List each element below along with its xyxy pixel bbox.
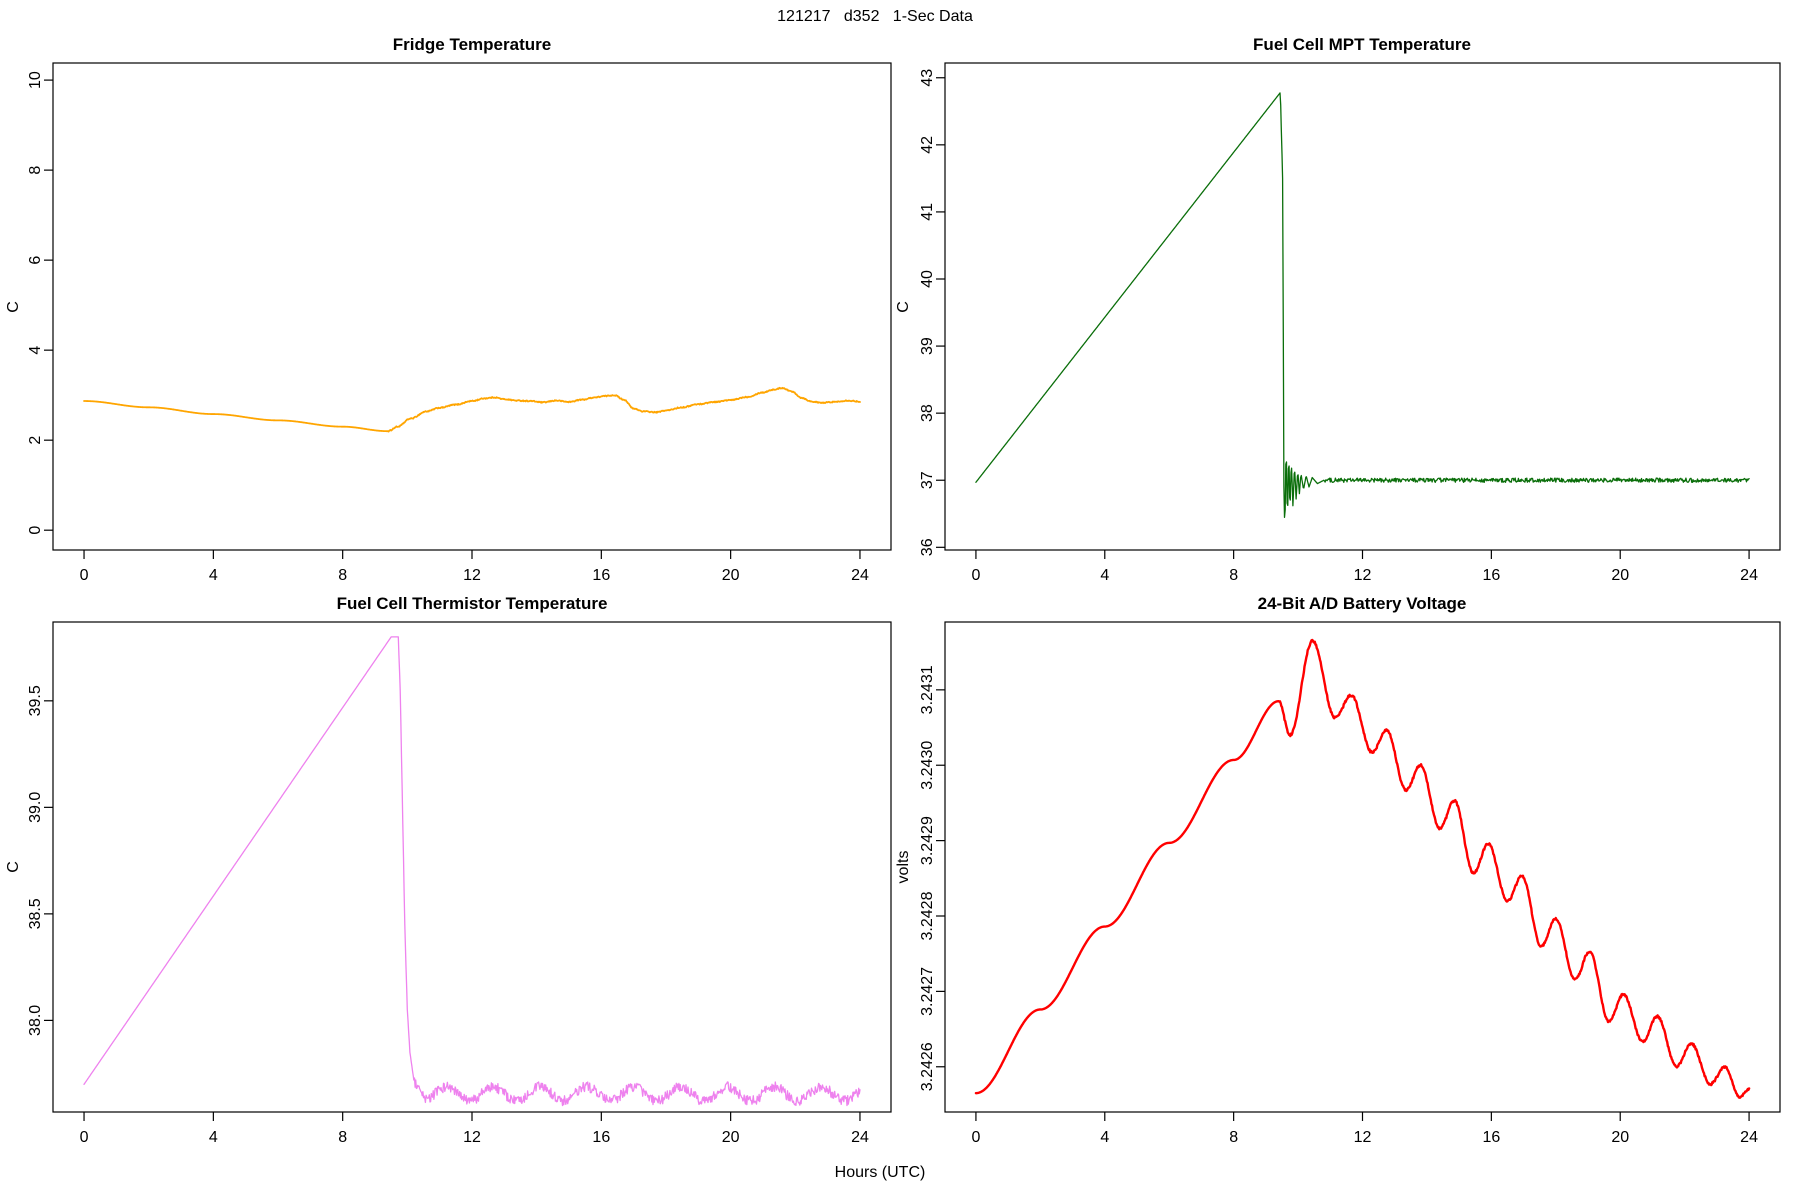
fridge-x-tick-label: 24 xyxy=(851,567,869,584)
panel-mpt: 0 4 8 12 16 20 24 36 37 38 39 40 41 42 43 xyxy=(919,62,1781,584)
thermistor-y-tick-label: 39.5 xyxy=(27,685,44,716)
panel-title-fridge: Fridge Temperature xyxy=(393,35,551,54)
battery-x-tick-label: 12 xyxy=(1354,1129,1372,1146)
fridge-y-tick-label: 2 xyxy=(27,436,44,445)
battery-x-tick-label: 0 xyxy=(971,1129,980,1146)
y-axis-label-mpt: C xyxy=(895,301,912,313)
thermistor-y-tick-label: 39.0 xyxy=(27,792,44,823)
battery-x-tick-label: 16 xyxy=(1482,1129,1500,1146)
mpt-y-tick-label: 40 xyxy=(919,270,936,288)
battery-x-tick-label: 20 xyxy=(1611,1129,1629,1146)
series-mpt xyxy=(975,92,1750,518)
x-axis-label: Hours (UTC) xyxy=(835,1164,926,1181)
mpt-x-tick-label: 12 xyxy=(1354,567,1372,584)
thermistor-x-tick-label: 16 xyxy=(592,1129,610,1146)
battery-y-tick-label: 3.2431 xyxy=(919,665,936,714)
battery-x-tick-label: 24 xyxy=(1740,1129,1758,1146)
thermistor-plot-box xyxy=(52,621,892,1113)
fridge-y-tick-label: 10 xyxy=(27,71,44,89)
thermistor-x-tick-label: 8 xyxy=(338,1129,347,1146)
series-battery xyxy=(974,638,1751,1099)
y-axis-label-fridge: C xyxy=(5,301,22,313)
fridge-x-tick-label: 16 xyxy=(592,567,610,584)
mpt-x-tick-label: 16 xyxy=(1482,567,1500,584)
panel-title-thermistor: Fuel Cell Thermistor Temperature xyxy=(337,594,608,613)
thermistor-x-tick-label: 24 xyxy=(851,1129,869,1146)
battery-y-tick-label: 3.2427 xyxy=(919,967,936,1016)
panel-title-mpt: Fuel Cell MPT Temperature xyxy=(1253,35,1471,54)
battery-y-tick-label: 3.2429 xyxy=(919,816,936,865)
series-thermistor xyxy=(83,636,861,1107)
battery-plot-box xyxy=(944,621,1781,1113)
mpt-x-tick-label: 4 xyxy=(1100,567,1109,584)
battery-x-tick-label: 8 xyxy=(1229,1129,1238,1146)
mpt-y-tick-label: 43 xyxy=(919,69,936,87)
fridge-y-tick-label: 4 xyxy=(27,346,44,355)
thermistor-x-tick-label: 20 xyxy=(722,1129,740,1146)
mpt-y-tick-label: 42 xyxy=(919,136,936,154)
battery-y-tick-label: 3.2428 xyxy=(919,891,936,940)
mpt-x-tick-label: 24 xyxy=(1740,567,1758,584)
thermistor-x-tick-label: 0 xyxy=(80,1129,89,1146)
fridge-x-tick-label: 20 xyxy=(722,567,740,584)
series-fridge xyxy=(83,386,861,433)
mpt-y-tick-label: 41 xyxy=(919,203,936,221)
figure-title: 121217 d352 1-Sec Data xyxy=(777,8,973,25)
panel-title-battery: 24-Bit A/D Battery Voltage xyxy=(1258,594,1467,613)
battery-y-tick-label: 3.2430 xyxy=(919,741,936,790)
mpt-x-tick-label: 20 xyxy=(1611,567,1629,584)
battery-y-tick-label: 3.2426 xyxy=(919,1042,936,1091)
mpt-y-tick-label: 36 xyxy=(919,538,936,556)
thermistor-x-tick-label: 12 xyxy=(463,1129,481,1146)
panel-thermistor: 0 4 8 12 16 20 24 38.0 38.5 39.0 39.5 xyxy=(27,621,892,1146)
battery-x-tick-label: 4 xyxy=(1100,1129,1109,1146)
fridge-x-tick-label: 8 xyxy=(338,567,347,584)
mpt-y-tick-label: 39 xyxy=(919,337,936,355)
mpt-x-tick-label: 8 xyxy=(1229,567,1238,584)
thermistor-x-tick-label: 4 xyxy=(209,1129,218,1146)
fridge-y-tick-label: 0 xyxy=(27,526,44,535)
fridge-x-tick-label: 12 xyxy=(463,567,481,584)
y-axis-label-thermistor: C xyxy=(5,861,22,873)
fridge-plot-box xyxy=(52,62,892,551)
fridge-y-tick-label: 8 xyxy=(27,166,44,175)
thermistor-y-tick-label: 38.5 xyxy=(27,898,44,929)
mpt-x-tick-label: 0 xyxy=(971,567,980,584)
fridge-x-tick-label: 0 xyxy=(80,567,89,584)
fridge-x-tick-label: 4 xyxy=(209,567,218,584)
panel-battery: 0 4 8 12 16 20 24 3.2426 3.2427 3.2428 3.2429 3.243… xyxy=(919,621,1781,1146)
y-axis-label-battery: volts xyxy=(895,851,912,884)
fridge-y-tick-label: 6 xyxy=(27,256,44,265)
mpt-plot-box xyxy=(944,62,1781,551)
mpt-y-tick-label: 38 xyxy=(919,404,936,422)
mpt-y-tick-label: 37 xyxy=(919,471,936,489)
thermistor-y-tick-label: 38.0 xyxy=(27,1005,44,1036)
